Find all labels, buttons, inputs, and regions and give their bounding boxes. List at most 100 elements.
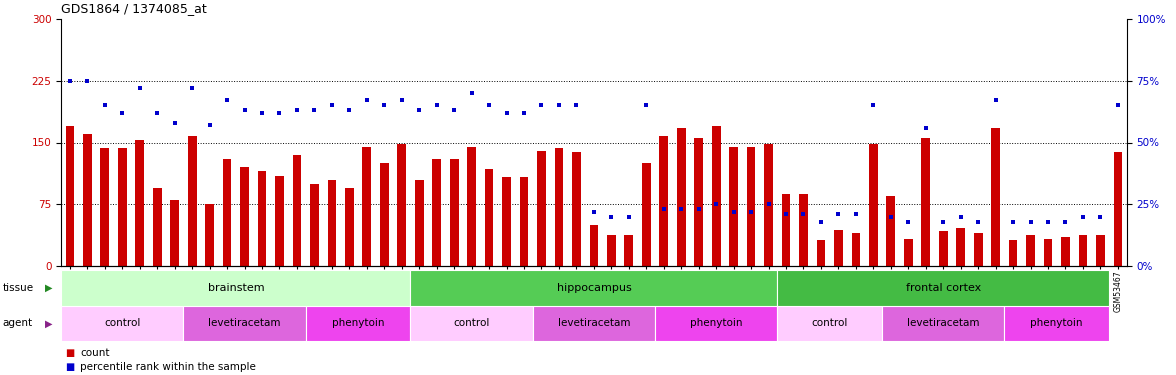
Bar [433, 159, 441, 266]
Point [654, 206, 673, 212]
Text: control: control [105, 318, 140, 328]
Bar [118, 148, 127, 266]
Bar [467, 147, 476, 266]
Bar [258, 171, 267, 266]
Point [393, 98, 412, 104]
Bar [991, 128, 1000, 266]
Bar [397, 144, 406, 266]
Point [620, 214, 639, 220]
Text: ■: ■ [65, 362, 74, 372]
Bar [655, 306, 777, 341]
Bar [607, 235, 616, 266]
Point [445, 107, 463, 113]
Point [724, 209, 743, 215]
Bar [537, 151, 546, 266]
Bar [345, 188, 354, 266]
Bar [921, 138, 930, 266]
Bar [183, 306, 306, 341]
Point [689, 206, 708, 212]
Point [707, 201, 726, 207]
Bar [882, 306, 1004, 341]
Text: ■: ■ [65, 348, 74, 358]
Text: tissue: tissue [2, 283, 33, 293]
Bar [834, 230, 843, 266]
Text: percentile rank within the sample: percentile rank within the sample [80, 362, 256, 372]
Point [760, 201, 779, 207]
Bar [782, 194, 790, 266]
Point [270, 110, 289, 116]
Point [131, 85, 149, 91]
Point [78, 78, 96, 84]
Bar [764, 144, 773, 266]
Point [166, 120, 185, 126]
Bar [974, 233, 982, 266]
Bar [1096, 235, 1104, 266]
Point [811, 219, 830, 225]
Point [934, 219, 953, 225]
Point [182, 85, 201, 91]
Point [409, 107, 428, 113]
Bar [362, 147, 372, 266]
Bar [887, 196, 895, 266]
Bar [222, 159, 232, 266]
Bar [956, 228, 965, 266]
Bar [240, 167, 249, 266]
Bar [711, 126, 721, 266]
Point [637, 102, 656, 108]
Bar [777, 270, 1109, 306]
Bar [153, 188, 161, 266]
Bar [1061, 237, 1070, 266]
Bar [485, 169, 494, 266]
Bar [1027, 235, 1035, 266]
Point [742, 209, 761, 215]
Bar [938, 231, 948, 266]
Point [567, 102, 586, 108]
Point [794, 211, 813, 217]
Bar [694, 138, 703, 266]
Point [532, 102, 550, 108]
Text: count: count [80, 348, 109, 358]
Bar [206, 204, 214, 266]
Point [358, 98, 376, 104]
Point [515, 110, 534, 116]
Point [480, 102, 499, 108]
Bar [869, 144, 877, 266]
Bar [171, 200, 179, 266]
Point [864, 102, 883, 108]
Bar [677, 128, 686, 266]
Bar [589, 225, 599, 266]
Bar [904, 239, 913, 266]
Bar [61, 306, 183, 341]
Point [497, 110, 516, 116]
Bar [188, 136, 196, 266]
Bar [135, 140, 145, 266]
Bar [66, 126, 74, 266]
Point [60, 78, 79, 84]
Text: phenytoin: phenytoin [332, 318, 385, 328]
Text: control: control [454, 318, 489, 328]
Bar [624, 235, 633, 266]
Bar [572, 152, 581, 266]
Point [584, 209, 603, 215]
Point [847, 211, 866, 217]
Text: levetiracetam: levetiracetam [907, 318, 980, 328]
Bar [660, 136, 668, 266]
Text: levetiracetam: levetiracetam [208, 318, 281, 328]
Point [671, 206, 690, 212]
Point [969, 219, 988, 225]
Text: frontal cortex: frontal cortex [906, 283, 981, 293]
Bar [1078, 235, 1088, 266]
Bar [410, 270, 777, 306]
Point [1056, 219, 1075, 225]
Bar [729, 147, 739, 266]
Text: hippocampus: hippocampus [556, 283, 632, 293]
Point [602, 214, 621, 220]
Bar [83, 134, 92, 266]
Bar [327, 180, 336, 266]
Point [113, 110, 132, 116]
Point [549, 102, 568, 108]
Bar [502, 177, 510, 266]
Point [1109, 102, 1128, 108]
Bar [293, 155, 301, 266]
Point [462, 90, 481, 96]
